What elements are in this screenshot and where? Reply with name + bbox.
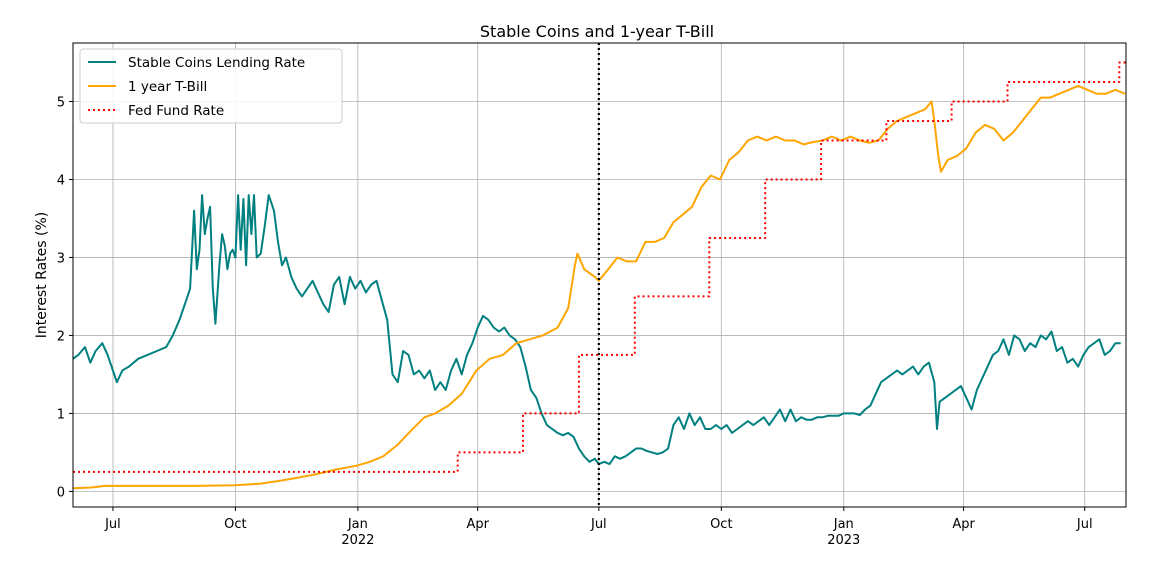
- series-line-fed-fund-rate: [73, 61, 1126, 473]
- x-tick-year-label: 2022: [341, 533, 374, 548]
- x-tick-year-label: 2023: [827, 533, 860, 548]
- x-tick-label: Oct: [710, 517, 732, 532]
- y-axis-label: Interest Rates (%): [34, 212, 50, 338]
- chart-title: Stable Coins and 1-year T-Bill: [480, 22, 714, 41]
- y-tick-label: 3: [57, 251, 65, 266]
- y-tick-label: 5: [57, 95, 65, 110]
- x-tick-label: Oct: [224, 517, 246, 532]
- x-tick-label: Jul: [104, 517, 121, 532]
- plot-area: [73, 43, 1126, 507]
- x-tick-label: Jul: [1076, 517, 1093, 532]
- legend-label-stable-coins: Stable Coins Lending Rate: [128, 55, 305, 71]
- legend: Stable Coins Lending Rate 1 year T-Bill …: [79, 48, 343, 124]
- y-axis: 0 1 2 3 4 5: [57, 95, 73, 500]
- x-tick-label: Jan: [347, 517, 368, 532]
- y-tick-label: 2: [57, 329, 65, 344]
- legend-label-t-bill: 1 year T-Bill: [128, 79, 207, 95]
- y-tick-label: 4: [57, 173, 65, 188]
- x-tick-label: Jul: [590, 517, 607, 532]
- y-tick-label: 1: [57, 407, 65, 422]
- series-line-stable-coins-lending-rate: [73, 194, 1121, 466]
- legend-box: [79, 48, 343, 124]
- plot-frame: [72, 42, 1127, 508]
- x-tick-label: Apr: [952, 517, 975, 532]
- legend-label-fed-fund: Fed Fund Rate: [128, 103, 224, 119]
- y-tick-label: 0: [57, 485, 65, 500]
- x-tick-label: Apr: [466, 517, 489, 532]
- series-line-1-year-t-bill: [73, 84, 1126, 490]
- x-tick-label: Jan: [833, 517, 854, 532]
